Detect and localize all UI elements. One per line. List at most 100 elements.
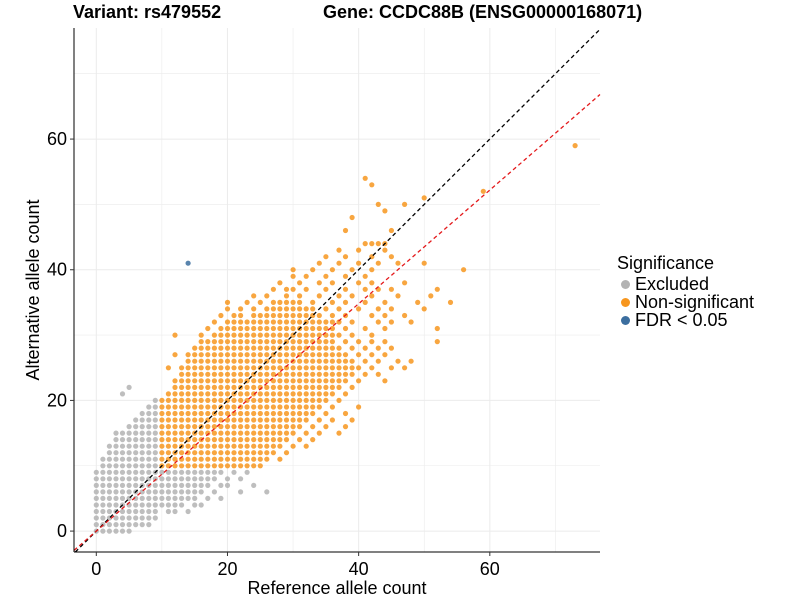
point-non-significant: [316, 339, 322, 345]
point-excluded: [152, 476, 158, 482]
point-non-significant: [323, 254, 329, 260]
point-excluded: [146, 437, 152, 443]
point-excluded: [106, 522, 112, 528]
point-non-significant: [198, 397, 204, 403]
point-excluded: [119, 522, 126, 528]
point-non-significant: [303, 417, 309, 423]
point-excluded: [126, 463, 132, 469]
point-non-significant: [264, 424, 270, 430]
point-non-significant: [349, 293, 355, 299]
point-non-significant: [349, 384, 355, 390]
point-non-significant: [205, 463, 211, 469]
point-non-significant: [264, 443, 270, 449]
point-non-significant: [310, 378, 316, 384]
point-non-significant: [198, 463, 204, 469]
point-non-significant: [205, 384, 211, 390]
point-non-significant: [257, 463, 263, 469]
point-non-significant: [257, 404, 263, 410]
point-non-significant: [297, 378, 303, 384]
point-non-significant: [244, 430, 250, 436]
point-non-significant: [211, 463, 217, 469]
point-non-significant: [238, 378, 244, 384]
point-non-significant: [224, 384, 231, 390]
point-non-significant: [336, 247, 342, 253]
point-non-significant: [198, 365, 204, 371]
point-excluded: [198, 502, 204, 508]
point-excluded: [93, 495, 99, 501]
point-non-significant: [224, 319, 231, 325]
point-non-significant: [336, 430, 342, 436]
point-non-significant: [192, 384, 198, 390]
point-non-significant: [198, 352, 204, 358]
point-non-significant: [218, 378, 224, 384]
y-tick-label: 20: [47, 390, 67, 410]
point-non-significant: [185, 463, 191, 469]
point-excluded: [146, 502, 152, 508]
point-non-significant: [297, 365, 303, 371]
point-excluded: [192, 489, 198, 495]
point-excluded: [165, 502, 171, 508]
legend-swatch-non-significant: [621, 297, 630, 307]
point-non-significant: [211, 378, 217, 384]
point-non-significant: [310, 332, 316, 338]
point-excluded: [152, 424, 158, 430]
point-excluded: [172, 489, 178, 495]
point-non-significant: [290, 267, 296, 273]
point-non-significant: [323, 358, 329, 364]
point-excluded: [113, 463, 119, 469]
point-non-significant: [382, 339, 388, 345]
point-non-significant: [290, 443, 296, 449]
point-excluded: [106, 508, 112, 515]
point-non-significant: [257, 443, 263, 449]
point-non-significant: [218, 437, 224, 443]
point-excluded: [146, 489, 152, 495]
point-excluded: [126, 528, 132, 534]
point-excluded: [106, 528, 112, 534]
point-non-significant: [356, 404, 362, 410]
point-excluded: [165, 476, 171, 482]
point-non-significant: [270, 443, 276, 449]
point-excluded: [152, 397, 158, 403]
point-non-significant: [231, 443, 237, 449]
point-excluded: [139, 515, 145, 521]
x-tick-label: 40: [349, 559, 369, 579]
point-excluded: [100, 502, 106, 508]
point-non-significant: [316, 397, 322, 403]
point-non-significant: [277, 443, 283, 449]
point-excluded: [126, 384, 132, 390]
point-non-significant: [310, 437, 316, 443]
point-non-significant: [179, 371, 185, 377]
point-excluded: [106, 482, 112, 488]
point-excluded: [119, 528, 126, 534]
point-non-significant: [172, 378, 178, 384]
point-non-significant: [277, 306, 283, 312]
point-non-significant: [192, 358, 198, 364]
point-non-significant: [362, 241, 368, 247]
point-non-significant: [316, 365, 322, 371]
point-non-significant: [185, 397, 191, 403]
point-excluded: [106, 476, 112, 482]
point-non-significant: [316, 293, 322, 299]
point-non-significant: [283, 404, 290, 410]
point-excluded: [205, 469, 211, 475]
point-non-significant: [369, 267, 375, 273]
point-non-significant: [224, 365, 231, 371]
point-excluded: [119, 443, 126, 449]
point-non-significant: [159, 443, 165, 449]
point-excluded: [133, 417, 139, 423]
point-non-significant: [231, 450, 237, 456]
point-non-significant: [159, 430, 165, 436]
point-excluded: [133, 515, 139, 521]
point-non-significant: [297, 319, 303, 325]
point-non-significant: [375, 358, 381, 364]
point-non-significant: [323, 384, 329, 390]
point-non-significant: [349, 345, 355, 351]
point-excluded: [165, 508, 171, 515]
point-excluded: [139, 495, 145, 501]
point-non-significant: [408, 358, 414, 364]
point-non-significant: [310, 352, 316, 358]
point-non-significant: [297, 417, 303, 423]
point-non-significant: [257, 325, 263, 332]
point-non-significant: [336, 378, 342, 384]
point-non-significant: [297, 424, 303, 430]
